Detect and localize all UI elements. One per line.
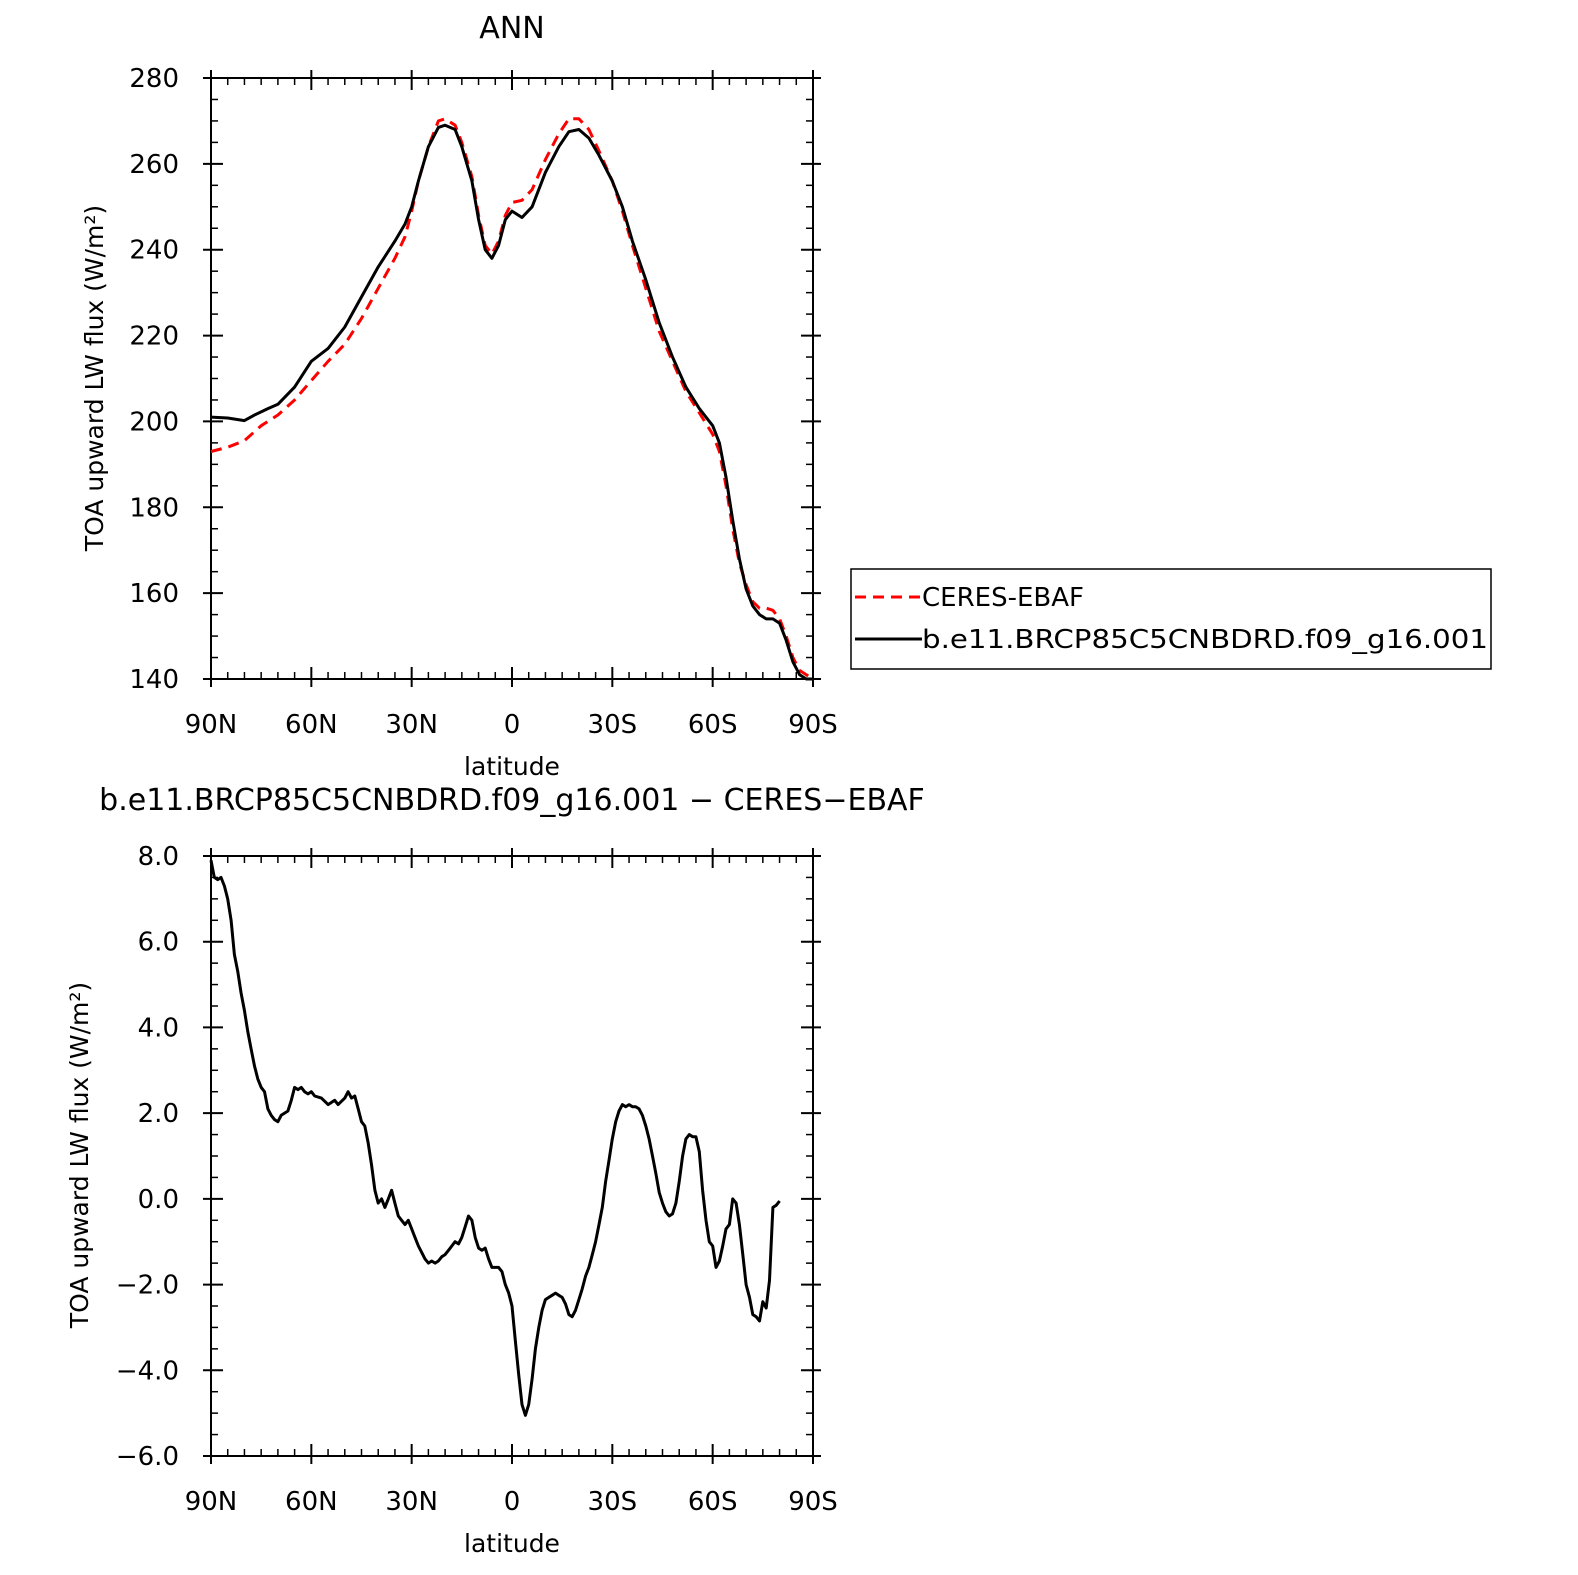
top-series-line-2	[210, 123, 813, 681]
top-plot-area: 90N 60N 30N 0 30S 60S 90S 140 160 180 200 220 240 260…	[129, 64, 837, 740]
top-x-tick-label: 30S	[588, 710, 638, 740]
legend-box	[850, 568, 1492, 670]
top-y-tick-label: 180	[129, 493, 179, 523]
top-chart-title: ANN	[479, 11, 544, 46]
top-y-axis-label: TOA upward LW flux (W/m²)	[80, 205, 109, 552]
top-x-axis-label: latitude	[464, 752, 560, 781]
bottom-series-line-1	[209, 860, 781, 1417]
top-y-tick-label: 160	[129, 579, 179, 609]
bottom-plot-area: 90N 60N 30N 0 30S 60S 90S −6.0 −4.0 −2.0 0.0 2.0 4.0…	[116, 842, 838, 1517]
top-panel: ANN 90N 60N 30N 0 30S 60S 90S 140 160 180 200 220 24…	[80, 11, 838, 781]
bottom-x-tick-label: 0	[504, 1487, 521, 1517]
bottom-x-tick-label: 30S	[588, 1487, 638, 1517]
bottom-chart-title: b.e11.BRCP85C5CNBDRD.f09_g16.001 − CERES…	[99, 783, 925, 818]
bottom-y-tick-label: −2.0	[116, 1271, 179, 1301]
top-y-tick-label: 260	[129, 150, 179, 180]
bottom-y-tick-label: 6.0	[138, 928, 179, 958]
bottom-y-tick-label: 8.0	[138, 842, 179, 872]
legend-label-model: b.e11.BRCP85C5CNBDRD.f09_g16.001	[922, 625, 1488, 655]
bottom-x-axis-label: latitude	[464, 1529, 560, 1558]
bottom-y-tick-label: 0.0	[138, 1185, 179, 1215]
bottom-y-axis-label: TOA upward LW flux (W/m²)	[65, 982, 94, 1329]
bottom-y-tick-label: 4.0	[138, 1013, 179, 1043]
legend: CERES-EBAF b.e11.BRCP85C5CNBDRD.f09_g16.…	[850, 568, 1492, 670]
bottom-plot-frame	[210, 855, 814, 1457]
bottom-y-tick-label: 2.0	[138, 1099, 179, 1129]
bottom-x-tick-label: 60N	[285, 1487, 338, 1517]
top-y-tick-label: 140	[129, 665, 179, 695]
bottom-y-tick-label: −4.0	[116, 1356, 179, 1386]
top-x-tick-label: 60N	[285, 710, 338, 740]
legend-label-ceres: CERES-EBAF	[922, 583, 1084, 613]
top-x-tick-label: 0	[504, 710, 521, 740]
bottom-x-tick-label: 90S	[788, 1487, 838, 1517]
top-y-tick-label: 240	[129, 236, 179, 266]
top-series-line-1	[210, 117, 814, 681]
bottom-x-tick-label: 30N	[385, 1487, 438, 1517]
bottom-x-tick-label: 60S	[688, 1487, 738, 1517]
bottom-x-tick-label: 90N	[185, 1487, 238, 1517]
top-x-tick-label: 60S	[688, 710, 738, 740]
bottom-panel: b.e11.BRCP85C5CNBDRD.f09_g16.001 − CERES…	[65, 783, 925, 1558]
top-x-tick-label: 90N	[185, 710, 238, 740]
bottom-y-tick-label: −6.0	[116, 1442, 179, 1472]
top-x-tick-label: 90S	[788, 710, 838, 740]
top-y-tick-label: 200	[129, 407, 179, 437]
top-y-tick-label: 220	[129, 322, 179, 352]
top-y-tick-label: 280	[129, 64, 179, 94]
top-x-tick-label: 30N	[385, 710, 438, 740]
